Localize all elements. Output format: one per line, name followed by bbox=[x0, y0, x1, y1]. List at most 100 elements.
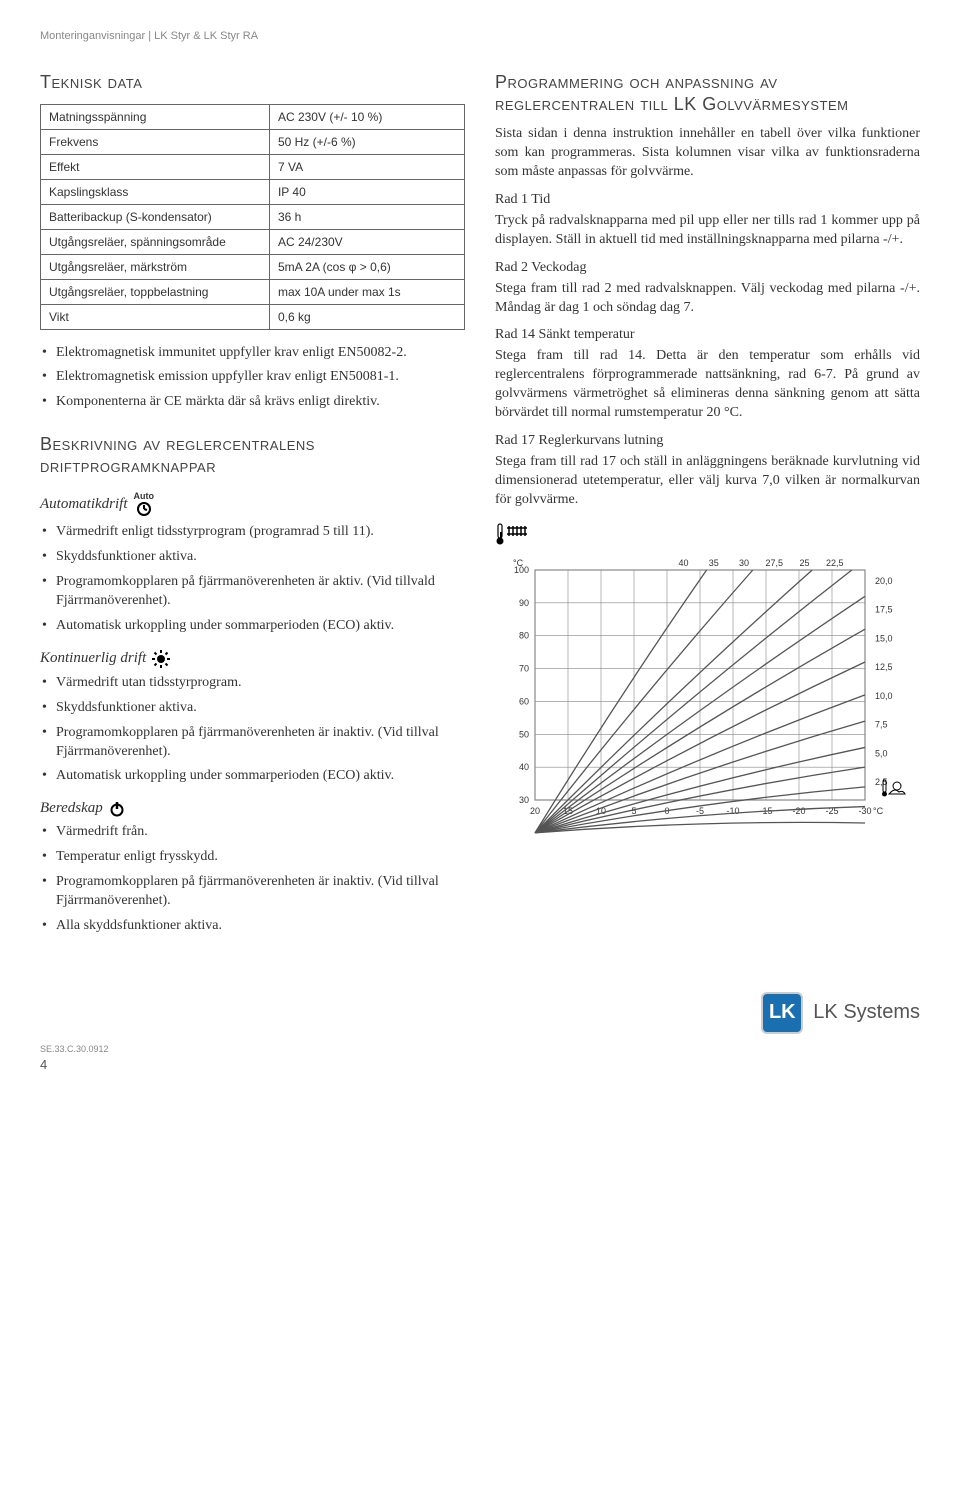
heading-teknisk-data: Teknisk data bbox=[40, 72, 465, 94]
lk-badge-icon: LK bbox=[761, 992, 803, 1034]
table-cell: Effekt bbox=[41, 154, 270, 179]
list-item: Automatisk urkoppling under sommarperiod… bbox=[40, 767, 465, 786]
heading-programmering: Programmering och anpassning av reglerce… bbox=[495, 72, 920, 115]
list-item: Värmedrift utan tidsstyrprogram. bbox=[40, 674, 465, 693]
svg-text:80: 80 bbox=[519, 630, 529, 640]
rad14-heading: Rad 14 Sänkt temperatur bbox=[495, 327, 920, 343]
list-item: Automatisk urkoppling under sommarperiod… bbox=[40, 617, 465, 636]
table-cell: Frekvens bbox=[41, 129, 270, 154]
svg-text:15,0: 15,0 bbox=[875, 633, 893, 643]
svg-text:25: 25 bbox=[799, 558, 809, 568]
svg-text:90: 90 bbox=[519, 598, 529, 608]
svg-text:-20: -20 bbox=[792, 806, 805, 816]
table-cell: IP 40 bbox=[269, 179, 464, 204]
svg-text:5: 5 bbox=[631, 806, 636, 816]
page-number: 4 bbox=[40, 1057, 47, 1072]
list-item: Elektromagnetisk immunitet uppfyller kra… bbox=[40, 344, 465, 363]
bullets-bered: Värmedrift från. Temperatur enligt fryssk… bbox=[40, 823, 465, 935]
table-cell: Vikt bbox=[41, 304, 270, 329]
list-item: Komponenterna är CE märkta där så krävs … bbox=[40, 393, 465, 412]
svg-text:7,5: 7,5 bbox=[875, 719, 888, 729]
list-item: Programomkopplaren på fjärrmanöverenhete… bbox=[40, 573, 465, 611]
list-item: Temperatur enligt frysskydd. bbox=[40, 848, 465, 867]
list-item: Värmedrift enligt tidsstyrprogram (progr… bbox=[40, 523, 465, 542]
list-item: Alla skyddsfunktioner aktiva. bbox=[40, 917, 465, 936]
heading-beskrivning: Beskrivning av reglercentralens driftpro… bbox=[40, 434, 465, 477]
table-cell: Utgångsreläer, spänningsområde bbox=[41, 229, 270, 254]
svg-text:40: 40 bbox=[519, 762, 529, 772]
table-row: KapslingsklassIP 40 bbox=[41, 179, 465, 204]
svg-text:5,0: 5,0 bbox=[875, 748, 888, 758]
rad2-paragraph: Stega fram till rad 2 med radvalsknappen… bbox=[495, 280, 920, 318]
table-row: Vikt0,6 kg bbox=[41, 304, 465, 329]
svg-text:°C: °C bbox=[513, 558, 524, 568]
rad17-paragraph: Stega fram till rad 17 och ställ in anlä… bbox=[495, 453, 920, 510]
svg-text:-10: -10 bbox=[726, 806, 739, 816]
list-item: Värmedrift från. bbox=[40, 823, 465, 842]
table-row: MatningsspänningAC 230V (+/- 10 %) bbox=[41, 104, 465, 129]
list-item: Programomkopplaren på fjärrmanöverenhete… bbox=[40, 873, 465, 911]
table-row: Utgångsreläer, spänningsområdeAC 24/230V bbox=[41, 229, 465, 254]
svg-text:35: 35 bbox=[709, 558, 719, 568]
svg-text:22,5: 22,5 bbox=[826, 558, 844, 568]
svg-text:20,0: 20,0 bbox=[875, 575, 893, 585]
svg-text:20: 20 bbox=[530, 806, 540, 816]
svg-text:60: 60 bbox=[519, 696, 529, 706]
power-icon bbox=[109, 801, 125, 817]
table-cell: 0,6 kg bbox=[269, 304, 464, 329]
lk-systems-text: LK Systems bbox=[813, 1001, 920, 1024]
svg-text:27,5: 27,5 bbox=[765, 558, 783, 568]
footer-code: SE.33.C.30.0912 bbox=[40, 1044, 109, 1054]
label-kontinuerlig: Kontinuerlig drift bbox=[40, 650, 146, 667]
table-cell: Utgångsreläer, toppbelastning bbox=[41, 279, 270, 304]
label-beredskap: Beredskap bbox=[40, 800, 103, 817]
table-cell: AC 24/230V bbox=[269, 229, 464, 254]
label-automatikdrift: Automatikdrift bbox=[40, 496, 128, 513]
subhead-beredskap: Beredskap bbox=[40, 800, 465, 817]
table-row: Frekvens50 Hz (+/-6 %) bbox=[41, 129, 465, 154]
table-cell: AC 230V (+/- 10 %) bbox=[269, 104, 464, 129]
auto-clock-icon: Auto bbox=[134, 491, 155, 517]
svg-text:17,5: 17,5 bbox=[875, 604, 893, 614]
table-cell: 7 VA bbox=[269, 154, 464, 179]
table-row: Batteribackup (S-kondensator)36 h bbox=[41, 204, 465, 229]
rad14-paragraph: Stega fram till rad 14. Detta är den tem… bbox=[495, 347, 920, 423]
right-column: Programmering och anpassning av reglerce… bbox=[495, 72, 920, 942]
bullets-compliance: Elektromagnetisk immunitet uppfyller kra… bbox=[40, 344, 465, 413]
table-cell: 50 Hz (+/-6 %) bbox=[269, 129, 464, 154]
table-cell: Batteribackup (S-kondensator) bbox=[41, 204, 270, 229]
list-item: Elektromagnetisk emission uppfyller krav… bbox=[40, 368, 465, 387]
rad2-heading: Rad 2 Veckodag bbox=[495, 260, 920, 276]
svg-text:30: 30 bbox=[739, 558, 749, 568]
rad1-paragraph: Tryck på radvalsknapparna med pil upp el… bbox=[495, 212, 920, 250]
table-cell: Utgångsreläer, märkström bbox=[41, 254, 270, 279]
rad1-heading: Rad 1 Tid bbox=[495, 192, 920, 208]
table-row: Utgångsreläer, toppbelastningmax 10A und… bbox=[41, 279, 465, 304]
doc-header: Monteringanvisningar | LK Styr & LK Styr… bbox=[40, 30, 920, 42]
svg-text:30: 30 bbox=[519, 795, 529, 805]
table-cell: 36 h bbox=[269, 204, 464, 229]
svg-text:10,0: 10,0 bbox=[875, 690, 893, 700]
list-item: Skyddsfunktioner aktiva. bbox=[40, 548, 465, 567]
svg-text:40: 40 bbox=[678, 558, 688, 568]
table-cell: Matningsspänning bbox=[41, 104, 270, 129]
intro-paragraph: Sista sidan i denna instruktion innehåll… bbox=[495, 125, 920, 182]
svg-text:50: 50 bbox=[519, 729, 529, 739]
bullets-auto: Värmedrift enligt tidsstyrprogram (progr… bbox=[40, 523, 465, 635]
svg-text:12,5: 12,5 bbox=[875, 662, 893, 672]
rad17-heading: Rad 17 Reglerkurvans lutning bbox=[495, 433, 920, 449]
bullets-kont: Värmedrift utan tidsstyrprogram. Skyddsfu… bbox=[40, 674, 465, 786]
sun-icon bbox=[152, 650, 170, 668]
svg-text:70: 70 bbox=[519, 663, 529, 673]
spec-table: MatningsspänningAC 230V (+/- 10 %)Frekve… bbox=[40, 104, 465, 330]
table-cell: Kapslingsklass bbox=[41, 179, 270, 204]
svg-text:°C: °C bbox=[873, 806, 884, 816]
list-item: Programomkopplaren på fjärrmanöverenhete… bbox=[40, 724, 465, 762]
subhead-kontinuerlig: Kontinuerlig drift bbox=[40, 650, 465, 668]
subhead-automatikdrift: Automatikdrift Auto bbox=[40, 491, 465, 517]
table-cell: 5mA 2A (cos φ > 0,6) bbox=[269, 254, 464, 279]
footer-logo: LK LK Systems bbox=[761, 992, 920, 1034]
list-item: Skyddsfunktioner aktiva. bbox=[40, 699, 465, 718]
svg-text:-5: -5 bbox=[696, 806, 704, 816]
curve-chart: 1009080706050403020151050-5-10-15-20-25-… bbox=[495, 522, 920, 855]
